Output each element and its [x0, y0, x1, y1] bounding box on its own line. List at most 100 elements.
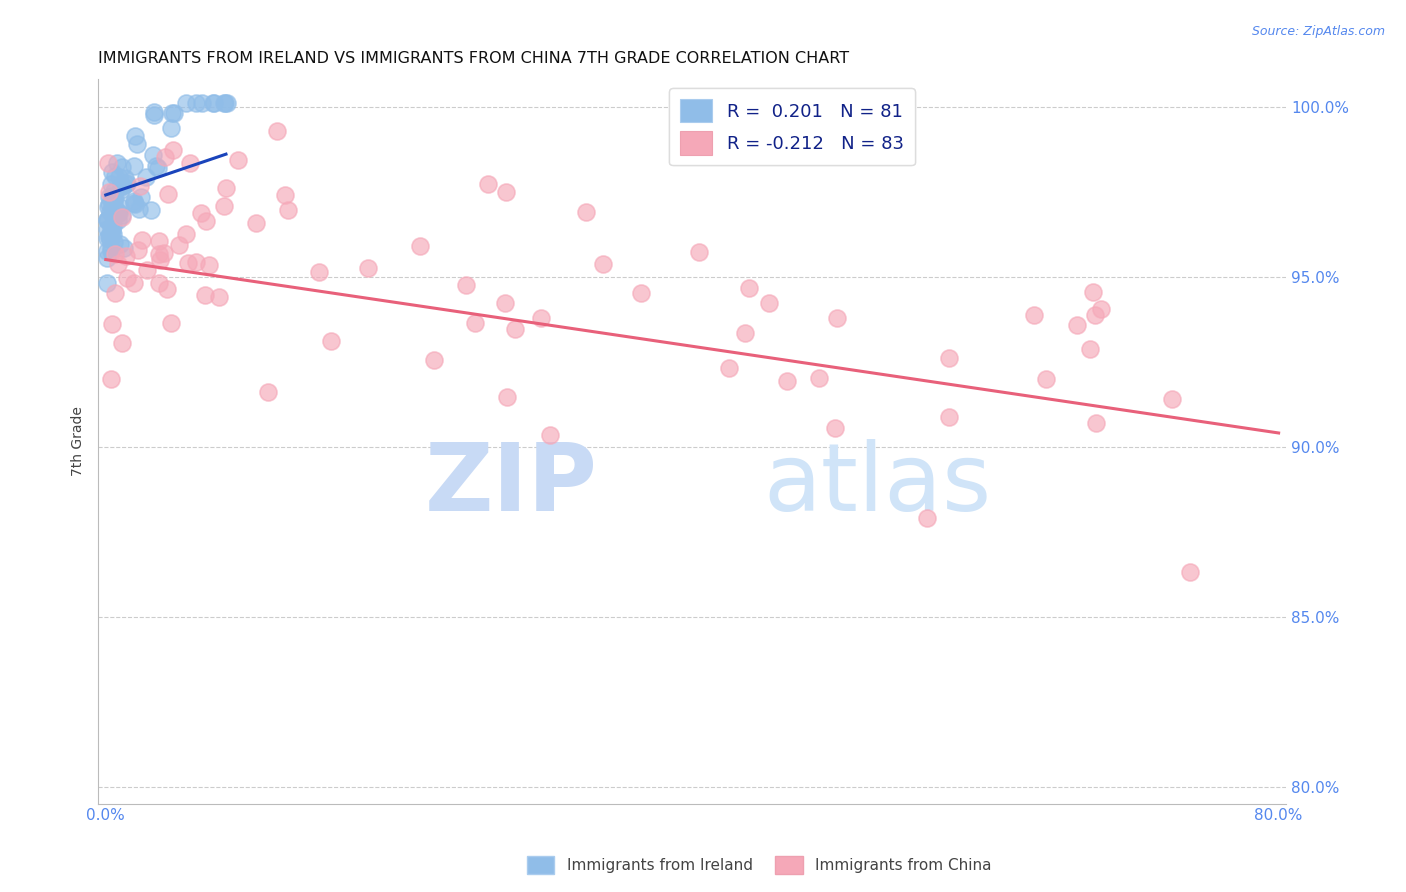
Point — [98, 232, 121, 246]
Point — [108, 237, 131, 252]
Point — [101, 227, 124, 242]
Point — [101, 193, 124, 207]
Point — [540, 428, 562, 442]
Point — [214, 96, 236, 111]
Point — [256, 385, 278, 400]
Point — [110, 160, 132, 174]
Text: ZIP: ZIP — [425, 439, 598, 531]
Point — [114, 249, 136, 263]
Point — [201, 96, 224, 111]
Point — [274, 188, 297, 202]
Point — [110, 179, 132, 194]
Point — [97, 156, 120, 170]
Point — [454, 278, 477, 293]
Point — [110, 200, 132, 214]
Point — [135, 263, 157, 277]
Point — [184, 255, 207, 269]
Point — [176, 255, 198, 269]
Point — [776, 374, 799, 388]
Point — [208, 290, 231, 304]
Text: IMMIGRANTS FROM IRELAND VS IMMIGRANTS FROM CHINA 7TH GRADE CORRELATION CHART: IMMIGRANTS FROM IRELAND VS IMMIGRANTS FR… — [98, 51, 849, 66]
Point — [148, 246, 170, 260]
Point — [1035, 372, 1057, 386]
Point — [212, 199, 235, 213]
Point — [103, 193, 125, 207]
Point — [96, 276, 118, 290]
Point — [156, 282, 179, 296]
Point — [184, 96, 207, 111]
Point — [915, 511, 938, 525]
Point — [194, 214, 217, 228]
Point — [104, 247, 127, 261]
Point — [107, 205, 129, 219]
Point — [124, 196, 146, 211]
Point — [111, 208, 134, 222]
Point — [96, 213, 118, 227]
Point — [100, 225, 122, 239]
Point — [245, 216, 267, 230]
Point — [103, 219, 125, 233]
Point — [108, 206, 131, 220]
Point — [630, 286, 652, 301]
Point — [464, 316, 486, 330]
Point — [1090, 301, 1112, 316]
Point — [101, 189, 124, 203]
Point — [100, 241, 122, 255]
Point — [592, 257, 614, 271]
Point — [149, 253, 172, 268]
Point — [215, 96, 238, 111]
Point — [103, 184, 125, 198]
Point — [167, 238, 190, 252]
Point — [112, 241, 135, 255]
Point — [308, 264, 330, 278]
Point — [122, 159, 145, 173]
Point — [122, 196, 145, 211]
Point — [100, 244, 122, 259]
Point — [807, 371, 830, 385]
Point — [128, 202, 150, 216]
Point — [530, 311, 553, 326]
Point — [98, 185, 121, 199]
Point — [101, 199, 124, 213]
Point — [266, 124, 288, 138]
Point — [174, 96, 197, 111]
Point — [357, 261, 380, 276]
Point — [101, 190, 124, 204]
Y-axis label: 7th Grade: 7th Grade — [72, 407, 86, 476]
Point — [153, 245, 176, 260]
Point — [160, 317, 183, 331]
Point — [179, 155, 201, 169]
Point — [162, 143, 184, 157]
Point — [190, 206, 212, 220]
Point — [202, 96, 225, 111]
Point — [100, 178, 122, 192]
Point — [494, 295, 516, 310]
Point — [96, 222, 118, 236]
Point — [1084, 308, 1107, 322]
Point — [122, 194, 145, 208]
Point — [194, 287, 217, 301]
Point — [129, 178, 152, 193]
Text: Source: ZipAtlas.com: Source: ZipAtlas.com — [1251, 25, 1385, 38]
Point — [277, 202, 299, 217]
Point — [114, 171, 136, 186]
Point — [422, 352, 444, 367]
Point — [148, 161, 170, 175]
Point — [96, 244, 118, 259]
Point — [97, 229, 120, 244]
Point — [1178, 565, 1201, 579]
Point — [142, 148, 165, 162]
Point — [825, 310, 848, 325]
Point — [97, 212, 120, 227]
Point — [98, 204, 121, 219]
Point — [477, 177, 499, 191]
Point — [1022, 308, 1045, 322]
Point — [495, 185, 517, 199]
Point — [1066, 318, 1088, 333]
Point — [503, 322, 526, 336]
Point — [688, 245, 710, 260]
Point — [103, 235, 125, 250]
Point — [101, 165, 124, 179]
Point — [162, 106, 184, 120]
Point — [100, 220, 122, 235]
